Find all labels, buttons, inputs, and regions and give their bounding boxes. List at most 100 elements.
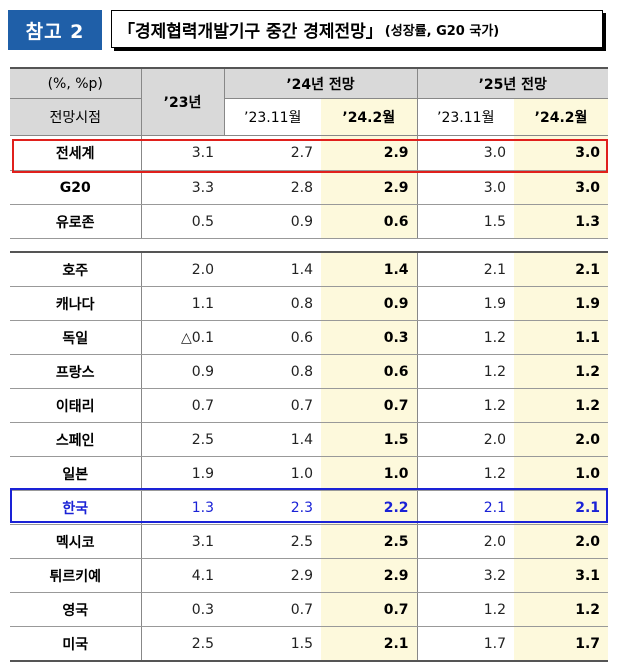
- growth-value: 2.9: [321, 135, 418, 171]
- table-row: 스페인 2.5 1.4 1.5 2.0 2.0: [10, 422, 609, 457]
- title-box: 「경제협력개발기구 중간 경제전망」 (성장률, G20 국가): [111, 10, 603, 48]
- growth-value: 0.9: [321, 286, 418, 321]
- growth-value: 0.6: [321, 204, 418, 239]
- table-row: 독일 △0.1 0.6 0.3 1.2 1.1: [10, 320, 609, 355]
- growth-value: 0.7: [141, 388, 224, 423]
- country-name: 미국: [10, 626, 142, 662]
- growth-value: 3.1: [141, 524, 224, 559]
- base-label: 전망시점: [10, 98, 141, 136]
- growth-value: 2.7: [224, 135, 321, 171]
- growth-value: 0.3: [321, 320, 418, 355]
- growth-value: 1.3: [514, 204, 609, 239]
- country-name: 스페인: [10, 422, 142, 457]
- growth-value: 1.9: [416, 286, 515, 321]
- table-row: 멕시코 3.1 2.5 2.5 2.0 2.0: [10, 524, 609, 559]
- growth-value: 3.0: [514, 135, 609, 171]
- growth-value: 2.5: [321, 524, 418, 559]
- growth-value: 1.5: [321, 422, 418, 457]
- growth-value: 0.8: [224, 286, 321, 321]
- growth-value: 2.0: [141, 252, 224, 287]
- table-row: 유로존 0.5 0.9 0.6 1.5 1.3: [10, 204, 609, 239]
- growth-value: 2.0: [514, 524, 609, 559]
- growth-value: 3.1: [141, 135, 224, 171]
- growth-value: 2.9: [224, 558, 321, 593]
- table-row: 캐나다 1.1 0.8 0.9 1.9 1.9: [10, 286, 609, 321]
- growth-value: 2.0: [416, 524, 515, 559]
- country-name: 영국: [10, 592, 142, 627]
- growth-value: 1.2: [514, 354, 609, 389]
- growth-value: 1.2: [514, 592, 609, 627]
- subheader-2024-feb: ’24.2월: [321, 98, 418, 136]
- country-name: 한국: [10, 490, 142, 525]
- page-subtitle: (성장률, G20 국가): [384, 23, 500, 39]
- table-body: 전세계 3.1 2.7 2.9 3.0 3.0 G20 3.3 2.8 2.9 3.0 3.0 유로존 0…: [10, 135, 609, 662]
- country-name: G20: [10, 170, 142, 205]
- country-name: 호주: [10, 252, 142, 287]
- page-title: 「경제협력개발기구 중간 경제전망」: [118, 21, 383, 42]
- growth-value: 2.5: [141, 422, 224, 457]
- growth-value: 1.4: [224, 252, 321, 287]
- growth-value: 1.9: [514, 286, 609, 321]
- group-header-2025: ’25년 전망: [416, 67, 609, 99]
- table-row: 영국 0.3 0.7 0.7 1.2 1.2: [10, 592, 609, 627]
- growth-value: 0.6: [224, 320, 321, 355]
- country-name: 유로존: [10, 204, 142, 239]
- subheader-2025-nov: ’23.11월: [416, 98, 515, 136]
- growth-value: 0.9: [141, 354, 224, 389]
- table-row: G20 3.3 2.8 2.9 3.0 3.0: [10, 170, 609, 205]
- growth-value: 1.2: [416, 320, 515, 355]
- growth-value: 1.0: [321, 456, 418, 491]
- col-header-2023: ’23년: [140, 67, 224, 136]
- growth-value: 1.1: [141, 286, 224, 321]
- table-row: 전세계 3.1 2.7 2.9 3.0 3.0: [10, 135, 609, 171]
- growth-value: 2.9: [321, 558, 418, 593]
- growth-value: 0.7: [321, 388, 418, 423]
- subheader-2025-feb: ’24.2월: [514, 98, 609, 136]
- growth-value: 2.5: [141, 626, 224, 662]
- growth-value: 3.1: [514, 558, 609, 593]
- country-name: 튀르키예: [10, 558, 142, 593]
- table-row: 이태리 0.7 0.7 0.7 1.2 1.2: [10, 388, 609, 423]
- country-name: 일본: [10, 456, 142, 491]
- table-row: 미국 2.5 1.5 2.1 1.7 1.7: [10, 626, 609, 662]
- table-row: 한국 1.3 2.3 2.2 2.1 2.1: [10, 490, 609, 525]
- country-name: 멕시코: [10, 524, 142, 559]
- growth-value: 0.3: [141, 592, 224, 627]
- growth-value: 0.7: [224, 592, 321, 627]
- growth-value: 3.0: [416, 135, 515, 171]
- growth-value: 3.2: [416, 558, 515, 593]
- country-name: 독일: [10, 320, 142, 355]
- growth-value: 2.9: [321, 170, 418, 205]
- growth-value: 2.1: [514, 490, 609, 525]
- growth-value: 2.0: [416, 422, 515, 457]
- growth-value: 1.7: [514, 626, 609, 662]
- growth-value: 2.1: [416, 252, 515, 287]
- growth-value: 2.1: [416, 490, 515, 525]
- growth-value: 2.8: [224, 170, 321, 205]
- country-name: 캐나다: [10, 286, 142, 321]
- growth-value: 0.6: [321, 354, 418, 389]
- growth-value: 1.2: [416, 456, 515, 491]
- page-header: 참고 2 「경제협력개발기구 중간 경제전망」 (성장률, G20 국가): [0, 0, 617, 60]
- country-name: 이태리: [10, 388, 142, 423]
- growth-value: 2.3: [224, 490, 321, 525]
- growth-value: 0.7: [321, 592, 418, 627]
- growth-value: 3.3: [141, 170, 224, 205]
- growth-value: 1.5: [416, 204, 515, 239]
- growth-value: △0.1: [141, 320, 224, 355]
- growth-value: 0.5: [141, 204, 224, 239]
- growth-value: 1.7: [416, 626, 515, 662]
- growth-value: 1.2: [416, 592, 515, 627]
- country-name: 프랑스: [10, 354, 142, 389]
- growth-value: 1.3: [141, 490, 224, 525]
- growth-value: 2.0: [514, 422, 609, 457]
- units-label: (%, %p): [10, 67, 141, 99]
- growth-value: 3.0: [416, 170, 515, 205]
- table-row: 프랑스 0.9 0.8 0.6 1.2 1.2: [10, 354, 609, 389]
- table-row: 호주 2.0 1.4 1.4 2.1 2.1: [10, 252, 609, 287]
- group-header-2024: ’24년 전망: [223, 67, 418, 99]
- growth-value: 2.5: [224, 524, 321, 559]
- table-row: 일본 1.9 1.0 1.0 1.2 1.0: [10, 456, 609, 491]
- growth-value: 1.1: [514, 320, 609, 355]
- growth-value: 2.1: [514, 252, 609, 287]
